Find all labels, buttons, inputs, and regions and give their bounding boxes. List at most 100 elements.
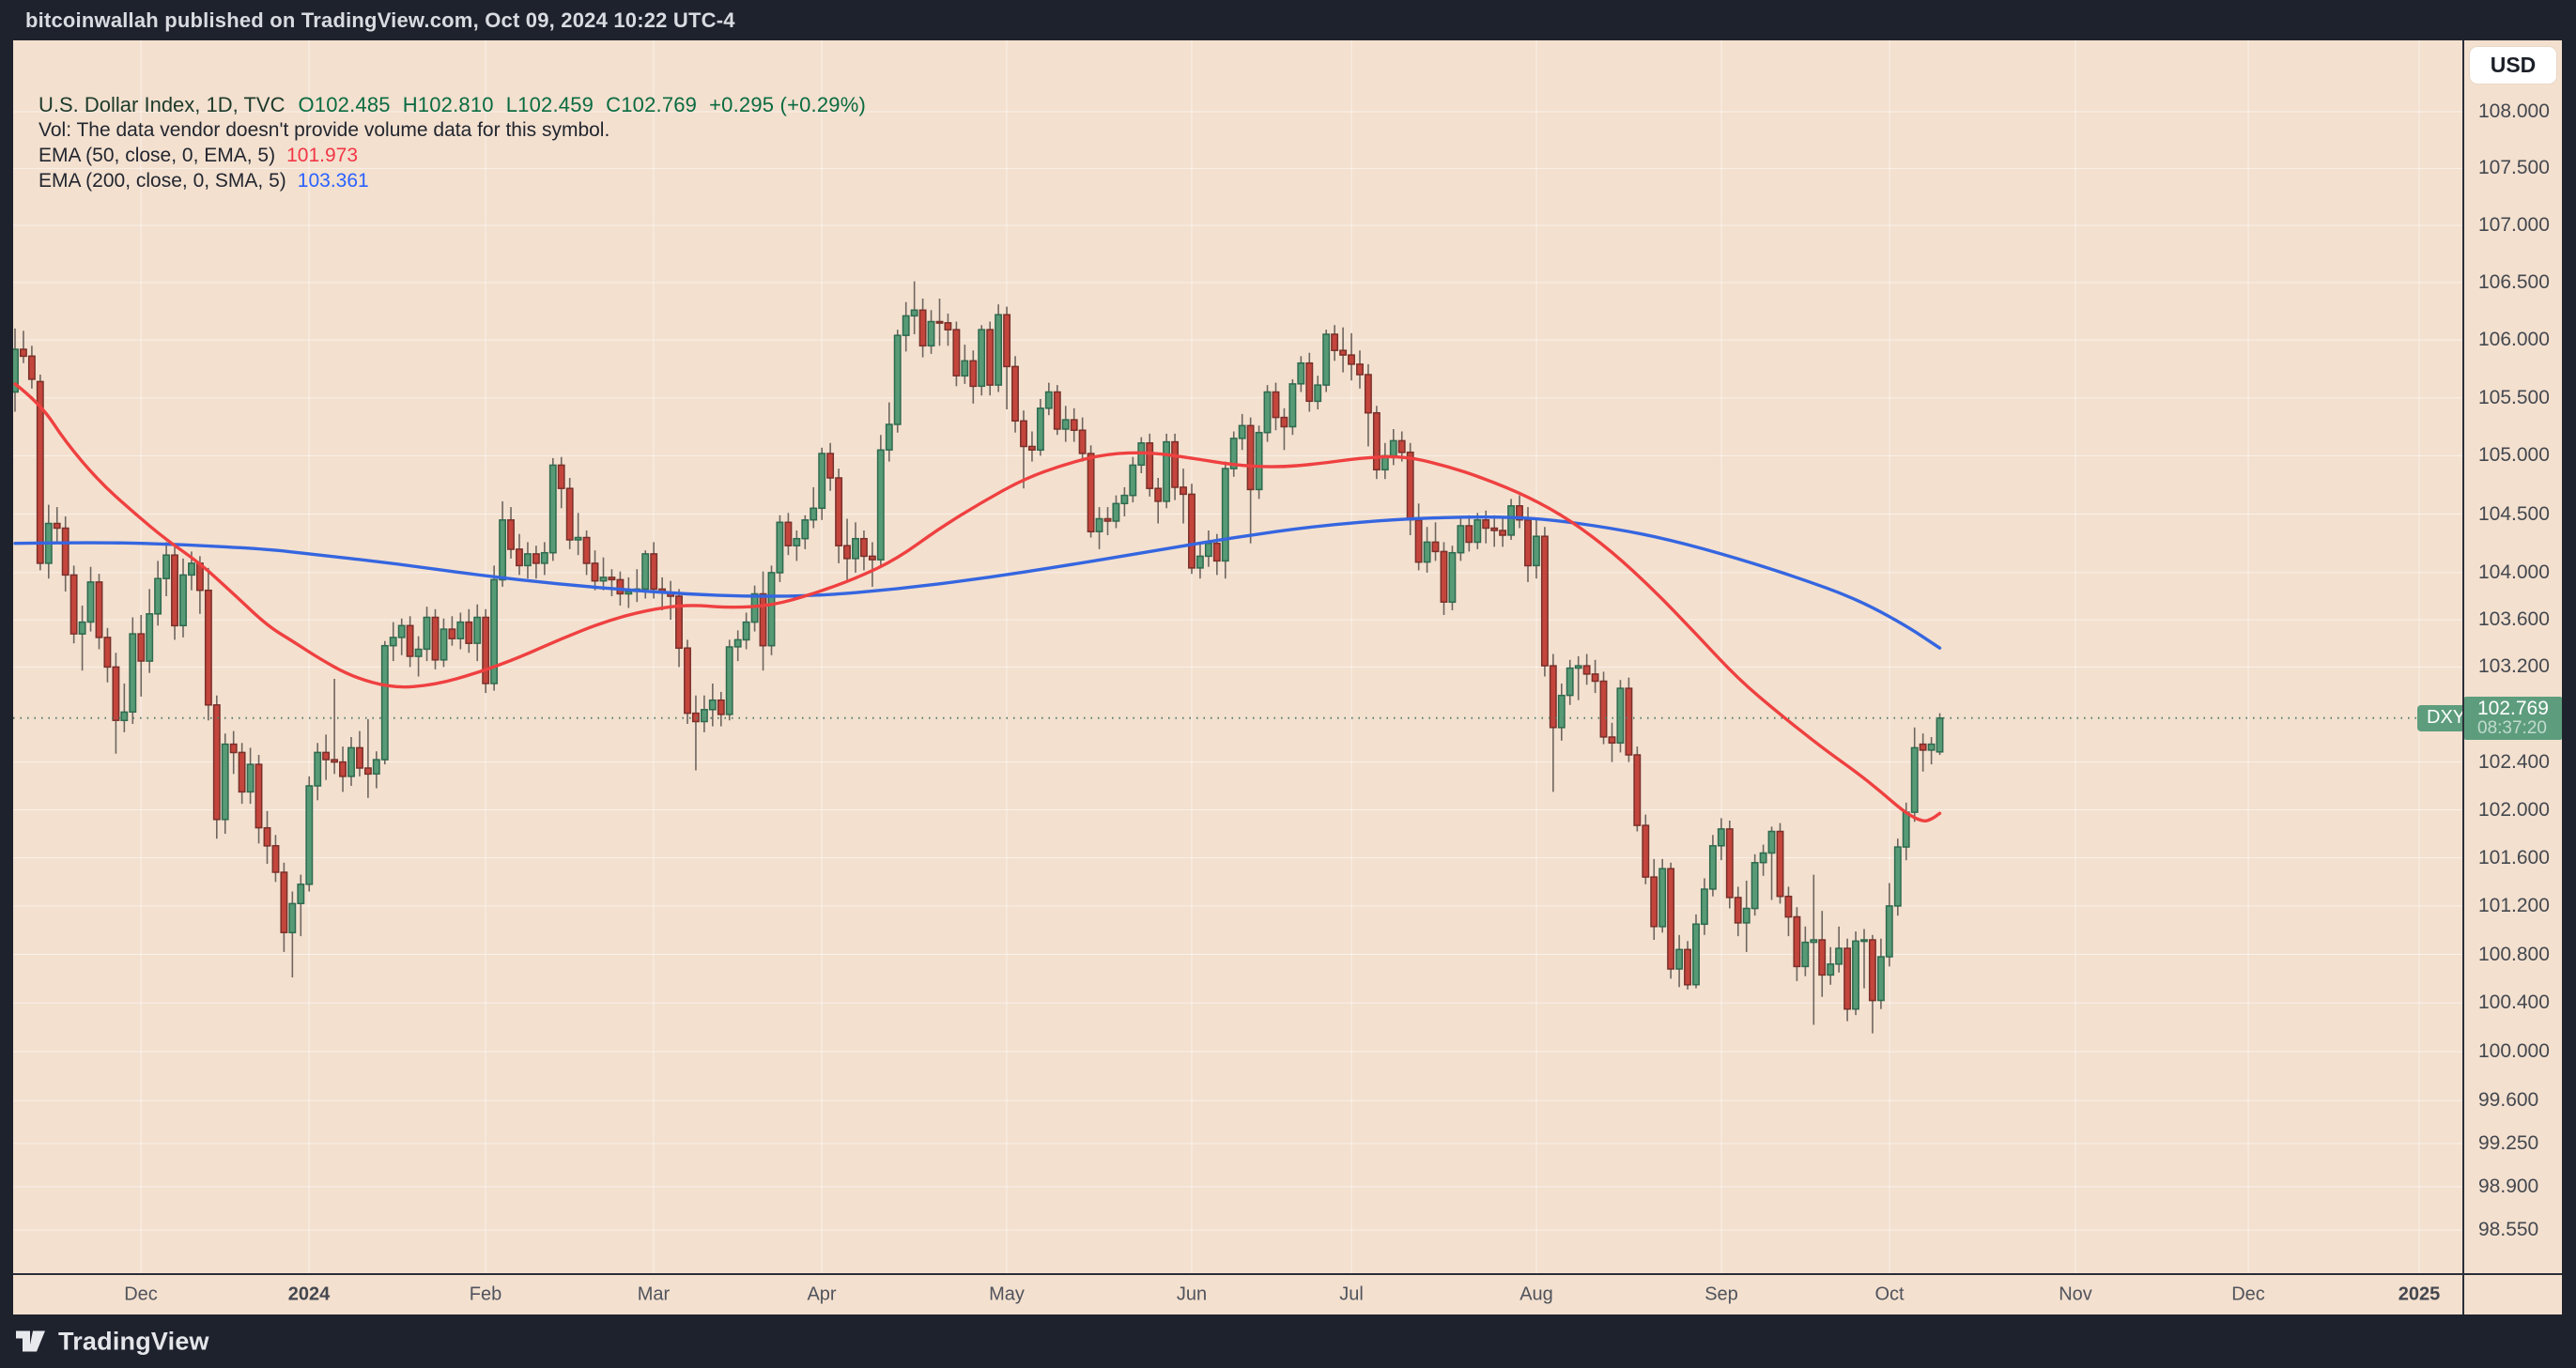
candle-down [1540,535,1549,667]
candle-up [961,360,969,377]
candle-down [684,647,691,715]
candle-down [582,536,591,564]
candle-down [969,360,978,388]
candle-down [1003,314,1011,368]
axis-separator-horizontal [13,1273,2562,1275]
candle-down [1070,419,1078,431]
publish-header-bar: bitcoinwallah published on TradingView.c… [0,0,2576,40]
candle-down [406,624,414,657]
close-value: C102.769 [606,93,698,116]
candle-down [835,477,843,546]
candle-up [78,621,86,635]
candle-up [154,577,162,615]
high-value: H102.810 [402,93,494,116]
ema200-label: EMA (200, close, 0, SMA, 5) [39,170,286,192]
price-axis-label: 103.600 [2478,608,2550,631]
candle-up [1095,517,1103,532]
time-axis-month-label: Aug [1519,1283,1553,1305]
candle-up [810,507,818,521]
candle-down [859,537,868,558]
candle-down [1154,487,1163,502]
candle-up [1910,746,1919,813]
candle-up [1457,525,1465,554]
legend-symbol-row[interactable]: U.S. Dollar Index, 1D, TVC O102.485 H102.… [39,92,878,117]
candlestick-chart-canvas[interactable] [13,40,2462,1273]
candle-up [1255,431,1263,491]
candle-up [297,884,305,905]
candle-down [952,329,961,377]
candle-down [19,348,27,358]
candle-down [482,616,490,684]
candle-down [843,545,851,560]
candle-down [759,592,767,647]
ema50-label: EMA (50, close, 0, EMA, 5) [39,145,276,166]
candle-up [1532,535,1540,567]
tradingview-brand[interactable]: TradingView [16,1327,209,1356]
candle-up [793,537,801,546]
time-axis-year-label: 2024 [287,1283,331,1305]
candle-up [389,637,397,647]
candle-down [95,581,103,638]
candle-down [1305,361,1314,403]
candle-down [1053,391,1061,430]
candle-down [1793,915,1801,968]
candle-up [599,576,608,582]
candle-down [616,578,625,595]
candle-up [1473,519,1482,544]
candle-up [347,746,355,777]
candle-up [1263,391,1272,434]
candle-up [1876,956,1885,1002]
price-axis-label: 105.500 [2478,386,2550,408]
ema50-value: 101.973 [286,145,359,166]
chart-plot-area[interactable]: U.S. Dollar Index, 1D, TVC O102.485 H102.… [13,40,2476,1273]
price-axis[interactable]: USD 102.769 08:37:20 108.000 107.500 107.0… [2464,40,2562,1273]
candle-down [1280,416,1288,428]
candle-up [380,644,389,761]
candle-down [431,616,440,661]
candle-down [229,743,238,754]
candle-up [625,591,633,595]
candle-up [910,309,918,317]
legend-ema200-row[interactable]: EMA (200, close, 0, SMA, 5) 103.361 [39,168,878,193]
candle-up [1759,852,1767,864]
last-price-badge: 102.769 08:37:20 [2464,696,2562,740]
candle-up [499,519,507,581]
candle-up [13,348,19,393]
candle-down [36,380,44,564]
candle-down [565,487,574,541]
candle-down [1633,754,1642,826]
candle-up [742,621,750,641]
legend-ema50-row[interactable]: EMA (50, close, 0, EMA, 5) 101.973 [39,143,878,168]
candle-down [1146,442,1154,489]
price-axis-label: 99.600 [2478,1089,2539,1112]
candle-down [1364,374,1372,414]
time-axis-month-label: Apr [807,1283,837,1305]
footer-bar: TradingView [0,1314,2576,1368]
symbol-title[interactable]: U.S. Dollar Index, 1D, TVC [39,93,285,116]
price-axis-label: 104.500 [2478,502,2550,525]
candle-up [876,449,885,561]
legend-volume-row[interactable]: Vol: The data vendor doesn't provide vol… [39,117,878,143]
candle-up [1507,505,1516,536]
time-axis[interactable]: Dec 2024 Feb Mar Apr May Jun Jul Aug Sep Oct Nov Dec… [13,1275,2562,1314]
candle-down [331,759,339,763]
candle-up [1692,923,1700,986]
candle-down [212,704,221,821]
price-axis-label: 101.600 [2478,846,2550,868]
candle-up [1044,391,1053,409]
candle-up [1658,868,1667,928]
candle-up [314,751,322,787]
candle-up [548,464,557,554]
candle-down [339,761,347,777]
candle-up [1751,862,1759,910]
candle-up [776,521,784,574]
candle-down [322,751,331,761]
candle-down [238,751,246,793]
candle-down [717,699,725,715]
price-axis-label: 108.000 [2478,100,2550,122]
candle-down [1339,349,1348,356]
candle-up [1885,905,1893,958]
candle-down [1482,519,1490,530]
candle-down [826,453,835,479]
change-value: +0.295 (+0.29%) [709,93,867,116]
